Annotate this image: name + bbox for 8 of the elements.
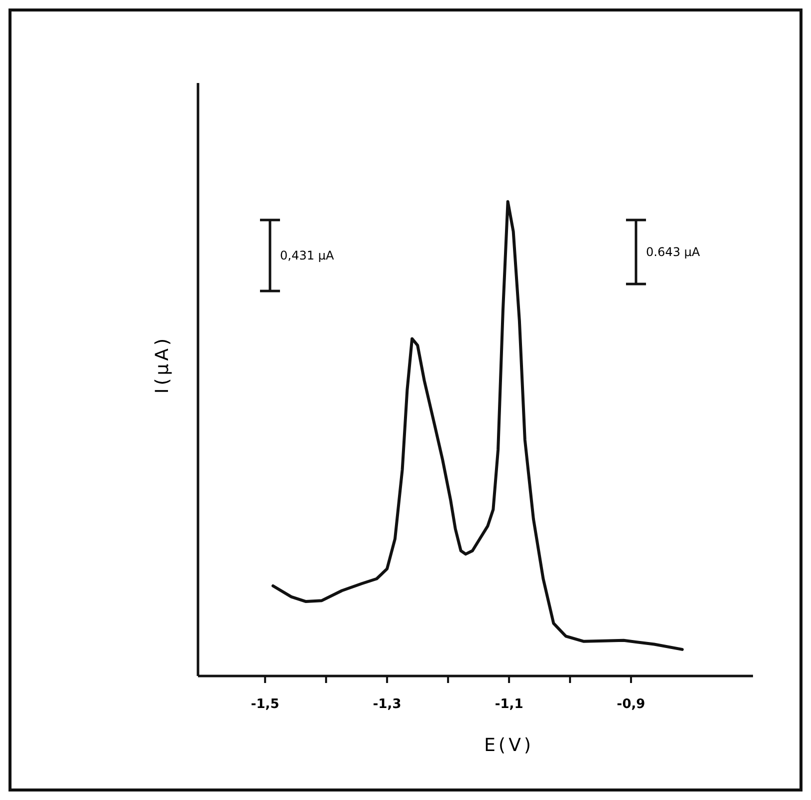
- x-tick-label: -1,3: [372, 697, 402, 712]
- annotation: 0.643 μA: [646, 245, 701, 259]
- x-tick-label: -1,1: [494, 697, 524, 712]
- x-tick-label: -0,9: [616, 697, 646, 712]
- y-axis-title: I(μA): [152, 335, 173, 394]
- x-tick-label: -1,5: [250, 697, 280, 712]
- annotation: 0,431 μA: [280, 248, 335, 262]
- x-axis-title: E(V): [484, 735, 534, 756]
